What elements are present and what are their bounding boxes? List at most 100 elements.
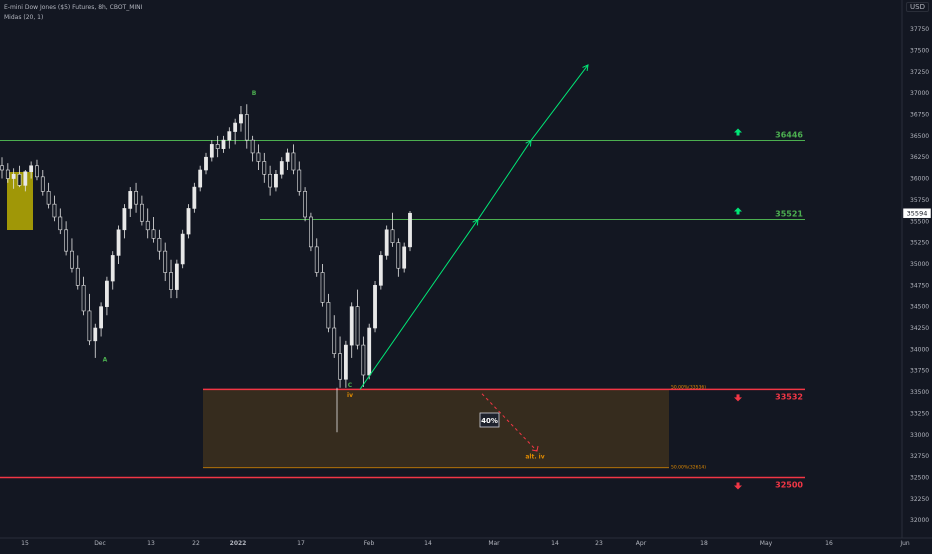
last-price-tag [902,207,932,219]
candle-body [116,229,121,256]
alt-path-dashed [481,393,538,452]
time-tick-label: Feb [364,540,375,547]
candle-body [192,186,197,209]
candle-body [355,306,360,346]
target-zone [203,389,669,468]
time-tick-label: May [760,540,773,547]
percent-box [479,412,500,428]
target-zone-layer: 50.00%(33536) 50.00%(32614) [7,172,706,471]
candle-body [268,173,273,188]
horizontal-levels-layer: 36446 35521 33532 32500 [0,128,805,490]
candle-body [122,208,127,231]
time-tick-label: 14 [424,540,432,547]
candle-body [233,122,238,132]
candle-body [87,310,92,342]
candle-body [52,203,57,218]
candle-body [157,238,162,252]
candle-body [93,327,98,342]
candle-body [151,229,156,239]
price-tick-label: 32250 [910,496,929,503]
wave-label-iv: iv [347,392,353,399]
candle-body [367,327,372,376]
candle-body [58,216,63,231]
indicator-label[interactable]: Midas (20, 1) [4,14,44,21]
currency-badge[interactable]: USD [906,2,929,12]
candle-body [198,169,203,188]
candle-body [105,280,109,307]
price-axis[interactable]: 37750 37500 37250 37000 36750 36500 36250 36000… [901,0,932,538]
symbol-title[interactable]: E-mini Dow Jones ($5) Futures, 8h, CBOT_… [4,4,143,11]
price-tick-label: 35250 [910,240,929,247]
price-tick-label: 34500 [910,304,929,311]
candle-body [163,250,168,273]
candle-body [250,139,255,154]
candle-body [291,152,296,171]
candle-body [239,114,243,124]
candle-body [145,220,150,231]
price-tick-label: 36500 [910,133,929,140]
time-tick-label: Mar [488,540,500,547]
time-tick-label: 14 [551,540,559,547]
candle-body [244,114,249,141]
wave-label-a: A [103,356,108,363]
candle-body [70,250,74,269]
level-label-36446: 36446 [775,130,803,139]
time-tick-label: 23 [595,540,603,547]
candle-body [285,152,290,162]
candle-body [134,191,138,205]
projection-path [359,64,589,390]
time-tick-label: 18 [700,540,708,547]
candle-body [227,131,232,141]
candle-body [378,255,383,286]
time-tick-label: 16 [825,540,833,547]
candle-body [139,203,144,222]
projection-arrow-icon [472,218,479,226]
time-tick-label: 2022 [230,540,247,547]
price-tick-label: 36250 [910,154,929,161]
price-tick-label: 36750 [910,111,929,118]
candle-body [408,212,412,248]
candle-body [23,171,28,186]
candle-body [75,267,80,286]
candle-body [361,344,366,376]
candle-body [332,327,337,354]
candle-body [29,165,34,173]
candle-body [303,191,307,218]
candle-body [314,246,319,273]
candle-body [384,229,389,256]
candle-body [186,208,191,235]
price-tick-label: 34250 [910,325,929,332]
price-tick-label: 33250 [910,410,929,417]
time-tick-label: Dec [94,540,106,547]
price-tick-label: 32750 [910,453,929,460]
candle-body [320,272,325,303]
candle-body [390,229,395,243]
price-tick-label: 37500 [910,47,929,54]
price-tick-label: 34750 [910,282,929,289]
zone-top-label: 50.00%(33536) [671,384,706,390]
time-tick-label: Apr [636,540,647,547]
wave-label-b: B [252,90,257,97]
candle-body [402,246,407,269]
price-tick-label: 35750 [910,197,929,204]
candle-body [5,169,10,179]
arrow-down-icon [734,394,742,402]
candle-body [99,306,103,329]
time-axis[interactable]: 15 Dec 13 22 2022 17 Feb 14 Mar 14 23 Apr 18 May 16 Jun [0,537,932,547]
candle-body [309,216,313,248]
projection-arrow-icon [582,64,589,71]
time-tick-label: 15 [21,540,29,547]
wave-label-c: C [348,382,353,389]
price-tick-label: 37250 [910,69,929,76]
candle-body [215,144,220,149]
chart-legend: E-mini Dow Jones ($5) Futures, 8h, CBOT_… [4,3,142,23]
candles-layer [0,104,412,433]
candle-body [373,285,377,329]
price-tick-label: 34000 [910,346,929,353]
candle-body [128,191,133,209]
zone-bottom-label: 50.00%(32614) [671,465,706,471]
candle-body [169,272,173,290]
time-tick-label: 17 [297,540,305,547]
